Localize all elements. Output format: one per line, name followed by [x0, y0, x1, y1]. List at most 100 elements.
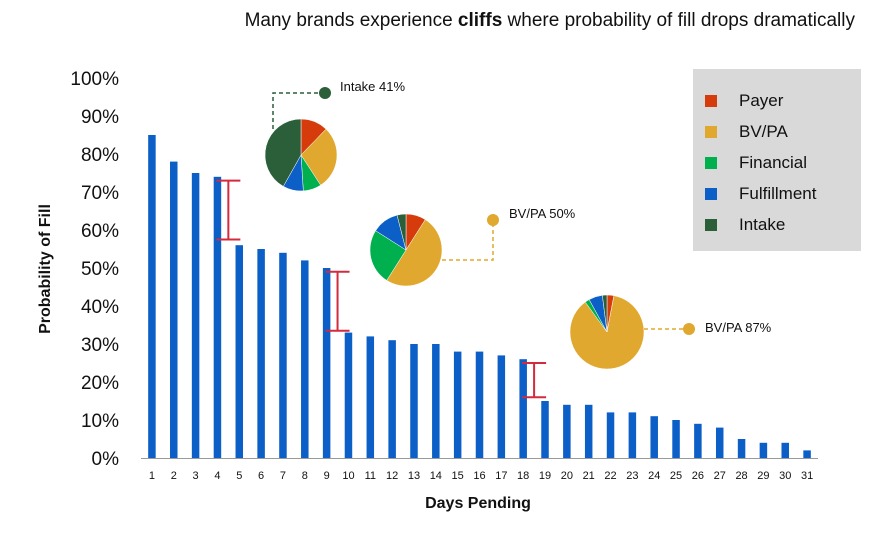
pie-callout-label: Intake 41% [340, 79, 405, 94]
y-axis-ticks: 0% 10% 20% 30% 40% 50% 60% 70% 80% 90% 100% [70, 69, 818, 470]
x-tick-label: 13 [408, 470, 420, 482]
bar [541, 401, 549, 458]
pie-callout-label: BV/PA 50% [509, 206, 576, 221]
x-tick-label: 28 [735, 470, 747, 482]
y-axis-label: Probability of Fill [37, 204, 54, 334]
bar [388, 340, 396, 458]
bar [803, 450, 811, 458]
x-tick-label: 18 [517, 470, 529, 482]
bar [366, 336, 375, 458]
legend-item: Intake [705, 209, 861, 240]
x-tick-label: 9 [324, 470, 330, 482]
x-tick-label: 15 [452, 470, 464, 482]
chart-title-suffix: where probability of fill drops dramatic… [502, 10, 855, 31]
cliff-marker [522, 362, 547, 399]
chart-title-emphasis: cliffs [457, 10, 503, 31]
bar [432, 344, 440, 458]
legend-item: Financial [705, 147, 861, 178]
bar [584, 404, 593, 458]
bar [715, 427, 724, 458]
y-tick-label: 60% [81, 221, 119, 242]
x-tick-label: 14 [430, 470, 442, 482]
y-tick-label: 50% [81, 259, 119, 280]
pie-slice [369, 230, 407, 281]
x-tick-label: 31 [801, 470, 813, 482]
x-axis-ticks: 1 2 3 4 5 6 7 8 9 10 11 12 13 14 15 16 17 18 19 20 21 22 23 24 2… [149, 470, 813, 482]
pie-slice [396, 213, 407, 251]
bar [279, 252, 287, 458]
x-tick-label: 7 [280, 470, 286, 482]
bar [606, 412, 615, 458]
x-tick-label: 4 [214, 470, 220, 482]
x-tick-label: 29 [757, 470, 769, 482]
pie-chart [264, 118, 338, 192]
pie-chart [369, 213, 443, 287]
bar [170, 161, 178, 458]
x-tick-label: 24 [648, 470, 660, 482]
pie-callout-label: BV/PA 87% [705, 320, 772, 335]
x-tick-label: 16 [473, 470, 485, 482]
bar [301, 260, 309, 458]
bar [497, 355, 506, 458]
y-tick-label: 100% [70, 69, 119, 90]
legend-item: Fulfillment [705, 178, 861, 209]
legend-swatch [705, 125, 717, 138]
legend-label: Intake [739, 214, 786, 234]
legend-swatch [705, 187, 717, 200]
legend-item: BV/PA [705, 116, 861, 147]
bar [410, 344, 418, 458]
pie-slice [300, 128, 338, 186]
x-tick-label: 20 [561, 470, 573, 482]
y-tick-label: 30% [81, 335, 119, 356]
x-tick-label: 30 [779, 470, 791, 482]
pie-slice [569, 295, 645, 370]
legend-label: Fulfillment [739, 183, 817, 203]
bar [628, 412, 637, 458]
y-tick-label: 10% [81, 411, 119, 432]
bar [257, 249, 265, 458]
chart-legend: Payer BV/PA Financial Fulfillment Intake [693, 69, 861, 251]
y-tick-label: 70% [81, 183, 119, 204]
x-tick-label: 25 [670, 470, 682, 482]
bar [781, 442, 789, 458]
bar [322, 268, 331, 458]
bar [453, 351, 462, 458]
bar-series [148, 135, 811, 459]
pie-callout: BV/PA 87% [644, 320, 772, 335]
cliff-marker [216, 179, 241, 241]
pie-slice [602, 294, 608, 333]
bar [148, 135, 156, 458]
legend-label: Financial [739, 152, 808, 172]
bar [191, 173, 200, 458]
x-tick-label: 3 [193, 470, 199, 482]
bar [519, 359, 527, 458]
bar [672, 420, 680, 458]
pie-chart [569, 294, 645, 370]
bar [694, 423, 702, 458]
y-tick-label: 90% [81, 107, 119, 128]
bar [475, 351, 484, 458]
x-tick-label: 5 [236, 470, 242, 482]
x-tick-label: 2 [171, 470, 177, 482]
bar [344, 332, 353, 458]
x-tick-label: 21 [583, 470, 595, 482]
pie-callout: Intake 41% [272, 79, 405, 132]
x-tick-label: 26 [692, 470, 704, 482]
cliff-marker [325, 270, 350, 332]
pie-insets [264, 118, 645, 370]
pie-callout: BV/PA 50% [442, 206, 576, 261]
x-tick-label: 12 [386, 470, 398, 482]
legend-swatch [705, 94, 717, 107]
x-axis-label: Days Pending [425, 495, 531, 512]
legend-label: BV/PA [739, 121, 788, 141]
legend-swatch [705, 218, 717, 231]
y-tick-label: 40% [81, 297, 119, 318]
x-tick-label: 8 [302, 470, 308, 482]
bar [213, 176, 222, 459]
bar [759, 442, 768, 458]
x-tick-label: 1 [149, 470, 155, 482]
bar [563, 404, 571, 458]
x-tick-label: 17 [495, 470, 507, 482]
x-tick-label: 10 [342, 470, 354, 482]
chart-title: Many brands experience cliffs where prob… [0, 10, 873, 32]
